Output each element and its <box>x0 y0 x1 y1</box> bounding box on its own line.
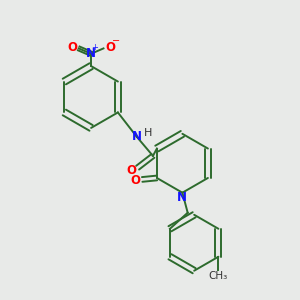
Text: N: N <box>132 130 142 143</box>
Text: N: N <box>86 47 96 60</box>
Text: CH₃: CH₃ <box>209 271 228 281</box>
Text: N: N <box>177 190 187 204</box>
Text: O: O <box>127 164 137 176</box>
Text: O: O <box>131 174 141 187</box>
Text: O: O <box>67 41 77 54</box>
Text: O: O <box>105 41 115 54</box>
Text: +: + <box>91 43 98 52</box>
Text: −: − <box>112 36 121 46</box>
Text: H: H <box>144 128 152 138</box>
